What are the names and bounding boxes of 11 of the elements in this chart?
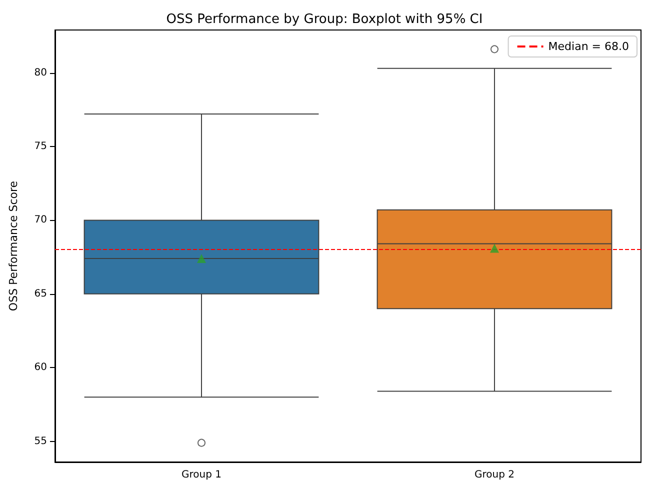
y-tick-label: 55 [34,436,47,447]
chart-title: OSS Performance by Group: Boxplot with 95% CI [166,12,483,27]
y-axis-title: OSS Performance Score [7,180,20,312]
x-tick-label: Group 1 [182,470,222,480]
y-tick-label: 80 [34,67,47,78]
y-tick-label: 65 [34,288,47,300]
y-tick-label: 75 [34,140,47,152]
y-tick-label: 60 [34,362,47,374]
legend-label: Median = 68.0 [548,40,630,53]
x-tick-label: Group 2 [474,470,514,480]
y-tick-label: 70 [34,214,47,226]
